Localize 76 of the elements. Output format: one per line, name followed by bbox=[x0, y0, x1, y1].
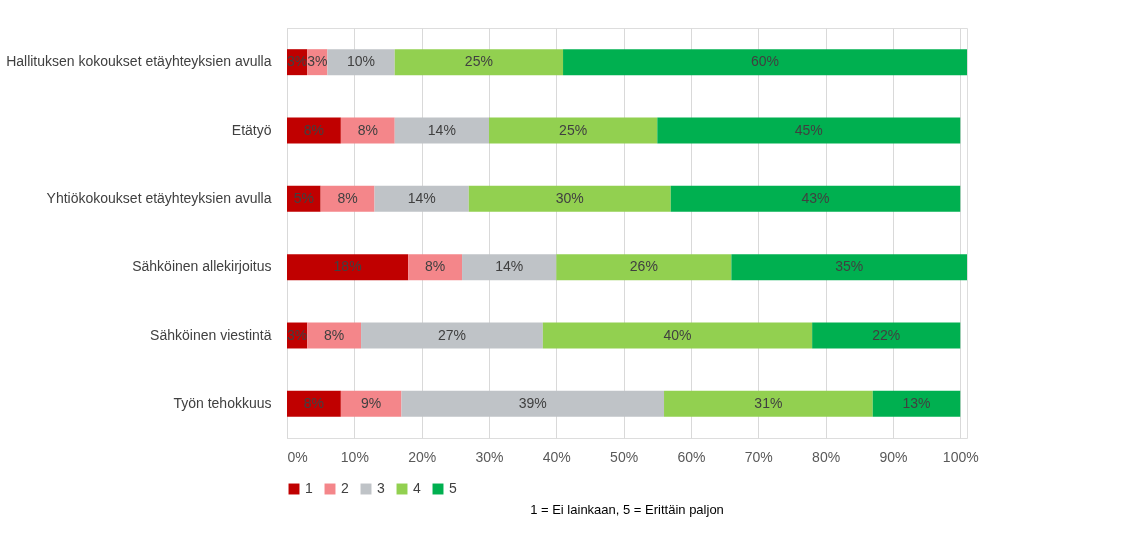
data-label: 45% bbox=[794, 121, 823, 138]
data-label: 14% bbox=[495, 258, 524, 275]
legend-label: 4 bbox=[413, 480, 421, 496]
data-label: 5% bbox=[293, 189, 314, 206]
legend-label: 1 bbox=[305, 480, 313, 496]
data-label: 8% bbox=[324, 326, 345, 343]
bar bbox=[287, 254, 409, 281]
bar bbox=[394, 49, 564, 76]
data-label: 13% bbox=[902, 394, 931, 411]
data-label: 3% bbox=[307, 53, 328, 70]
bar bbox=[664, 390, 873, 417]
bar bbox=[731, 254, 967, 281]
y-tick-label: Sähköinen viestintä bbox=[150, 326, 272, 343]
legend-label: 5 bbox=[449, 480, 457, 496]
data-label: 14% bbox=[427, 121, 456, 138]
x-tick-label: 80% bbox=[812, 448, 841, 465]
data-label: 22% bbox=[872, 326, 901, 343]
x-tick-label: 70% bbox=[744, 448, 773, 465]
bar bbox=[468, 185, 671, 212]
bar bbox=[563, 49, 967, 76]
legend-label: 2 bbox=[341, 480, 349, 496]
data-label: 30% bbox=[555, 189, 584, 206]
data-label: 8% bbox=[303, 394, 325, 411]
y-tick-label: Etätyö bbox=[231, 121, 272, 138]
x-tick-label: 30% bbox=[475, 448, 504, 465]
bar bbox=[320, 185, 375, 212]
bar bbox=[462, 254, 557, 281]
data-label: 8% bbox=[357, 121, 378, 138]
x-tick-label: 90% bbox=[879, 448, 908, 465]
data-label: 31% bbox=[754, 394, 783, 411]
data-label: 40% bbox=[663, 326, 692, 343]
bar bbox=[340, 390, 402, 417]
x-tick-label: 50% bbox=[610, 448, 639, 465]
data-label: 3% bbox=[286, 53, 308, 70]
data-label: 8% bbox=[303, 121, 325, 138]
bar bbox=[394, 117, 489, 144]
data-label: 35% bbox=[835, 258, 864, 275]
x-tick-label: 10% bbox=[340, 448, 369, 465]
bar bbox=[327, 49, 395, 76]
bar bbox=[812, 322, 961, 349]
data-label: 27% bbox=[437, 326, 466, 343]
bar bbox=[488, 117, 658, 144]
x-tick-label: 100% bbox=[942, 448, 979, 465]
x-tick-label: 0% bbox=[287, 448, 308, 465]
y-tick-label: Sähköinen allekirjoitus bbox=[132, 258, 272, 275]
bar bbox=[361, 322, 543, 349]
bar bbox=[408, 254, 463, 281]
y-tick-label: Työn tehokkuus bbox=[173, 394, 272, 411]
bar bbox=[556, 254, 732, 281]
y-tick-label: Yhtiökokoukset etäyhteyksien avulla bbox=[46, 189, 272, 206]
data-label: 26% bbox=[629, 258, 658, 275]
x-tick-label: 20% bbox=[408, 448, 437, 465]
y-tick-label: Hallituksen kokoukset etäyhteyksien avulla bbox=[6, 53, 272, 70]
data-label: 43% bbox=[801, 189, 830, 206]
bar bbox=[287, 390, 341, 417]
legend-label: 3 bbox=[377, 480, 385, 496]
data-label: 60% bbox=[751, 53, 780, 70]
x-tick-label: 60% bbox=[677, 448, 706, 465]
bar bbox=[872, 390, 961, 417]
bar bbox=[374, 185, 469, 212]
data-label: 25% bbox=[464, 53, 493, 70]
text: 1 = Ei lainkaan, 5 = Erittäin paljon bbox=[530, 502, 724, 517]
x-tick-label: 40% bbox=[542, 448, 571, 465]
data-label: 3% bbox=[286, 326, 308, 343]
data-label: 8% bbox=[425, 258, 446, 275]
bar bbox=[670, 185, 961, 212]
data-label: 18% bbox=[333, 258, 362, 275]
bar bbox=[542, 322, 813, 349]
bar bbox=[657, 117, 961, 144]
data-label: 25% bbox=[559, 121, 588, 138]
data-label: 39% bbox=[518, 394, 547, 411]
data-label: 8% bbox=[337, 189, 358, 206]
data-label: 14% bbox=[407, 189, 436, 206]
data-label: 10% bbox=[347, 53, 376, 70]
data-label: 9% bbox=[361, 394, 382, 411]
bar bbox=[401, 390, 665, 417]
